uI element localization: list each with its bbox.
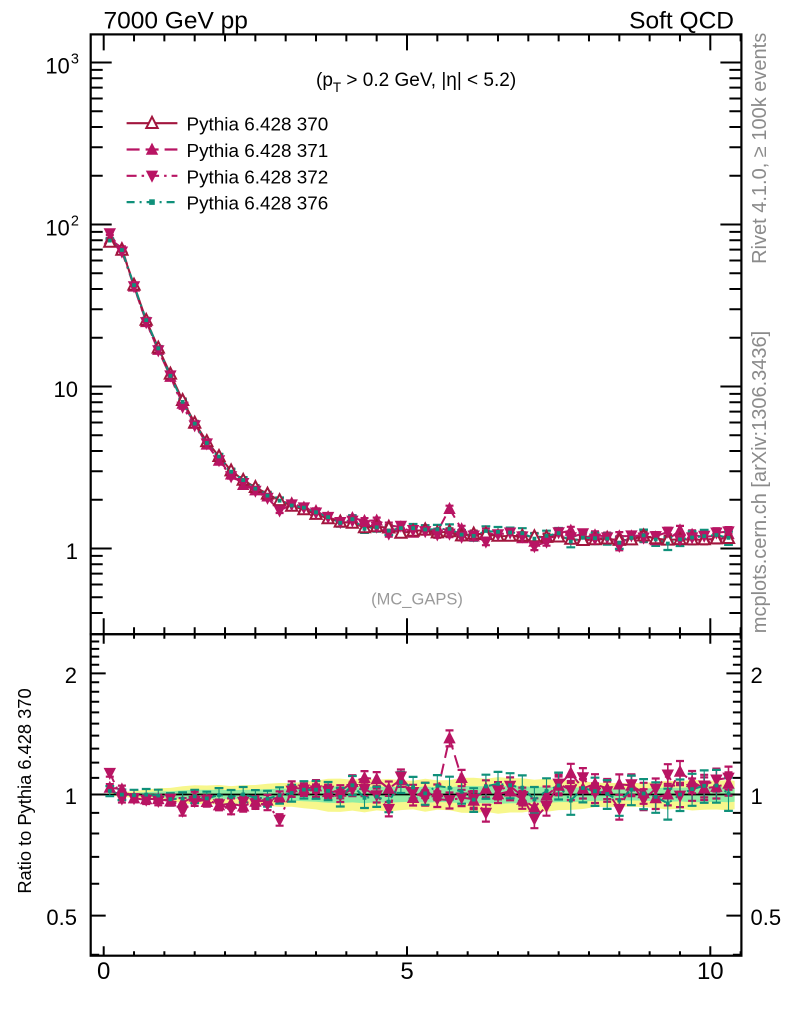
svg-text:2: 2 [751,663,763,688]
svg-text:Pythia 6.428 371: Pythia 6.428 371 [187,141,329,162]
svg-text:0.5: 0.5 [751,905,782,930]
svg-text:(MC_GAPS): (MC_GAPS) [371,591,463,609]
svg-text:mcplots.cern.ch [arXiv:1306.34: mcplots.cern.ch [arXiv:1306.3436] [749,331,771,633]
svg-text:Ratio to Pythia 6.428 370: Ratio to Pythia 6.428 370 [14,688,35,893]
svg-text:Pythia 6.428 376: Pythia 6.428 376 [187,194,329,215]
svg-text:10: 10 [45,53,69,78]
svg-text:0.5: 0.5 [46,905,77,930]
svg-text:7000 GeV pp: 7000 GeV pp [104,8,248,35]
svg-text:3: 3 [71,51,79,67]
svg-text:0: 0 [97,958,110,985]
svg-text:(pT > 0.2 GeV, |η| < 5.2): (pT > 0.2 GeV, |η| < 5.2) [316,70,516,95]
svg-text:1: 1 [65,784,77,809]
svg-text:10: 10 [697,958,724,985]
svg-text:Pythia 6.428 370: Pythia 6.428 370 [187,115,329,136]
svg-text:1: 1 [66,539,78,564]
svg-text:Pythia 6.428 372: Pythia 6.428 372 [187,167,329,188]
svg-text:2: 2 [65,663,77,688]
svg-text:5: 5 [400,958,413,985]
svg-text:Rivet 4.1.0, ≥ 100k events: Rivet 4.1.0, ≥ 100k events [749,33,771,264]
svg-text:2: 2 [71,213,79,229]
svg-text:Soft QCD: Soft QCD [629,8,734,35]
svg-text:10: 10 [45,215,69,240]
svg-text:10: 10 [54,377,78,402]
svg-text:1: 1 [751,784,763,809]
